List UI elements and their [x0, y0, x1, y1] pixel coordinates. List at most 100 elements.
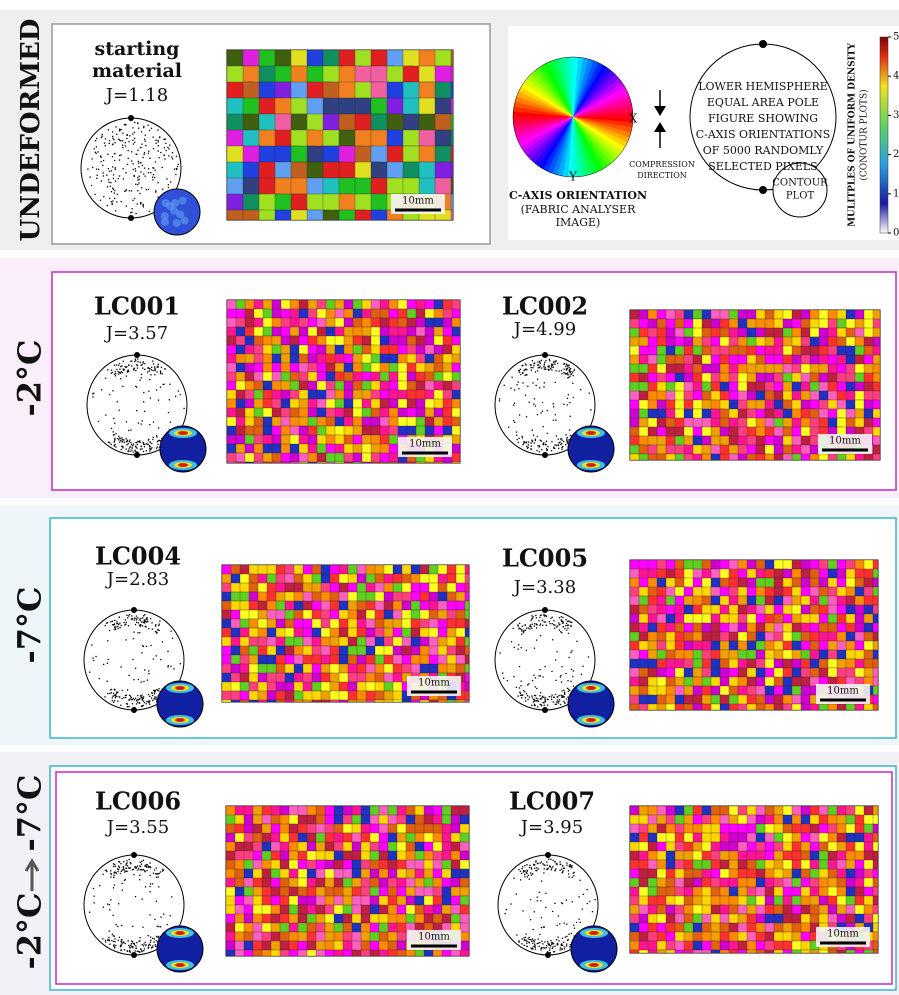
grain	[773, 559, 784, 570]
pole-point	[124, 145, 127, 147]
grain	[638, 453, 649, 461]
pole-point	[565, 943, 568, 945]
pole-point	[137, 694, 139, 697]
pole-point	[149, 941, 152, 943]
pole-point	[160, 366, 163, 369]
pole-point	[537, 862, 539, 864]
pole-point	[116, 193, 119, 196]
pole-point	[161, 373, 163, 375]
pole-point	[142, 697, 144, 700]
pole-point	[522, 382, 524, 384]
pole-point	[542, 624, 544, 626]
grain	[306, 129, 326, 148]
grain	[665, 949, 677, 954]
pole-point	[138, 951, 141, 953]
pole-point	[155, 696, 157, 698]
pole-point	[142, 361, 144, 363]
contour-blob	[586, 718, 596, 722]
pole-point	[140, 617, 142, 620]
pole-point	[527, 441, 530, 443]
pole-point	[528, 941, 530, 943]
pole-point	[158, 688, 160, 690]
grain	[782, 453, 794, 461]
pole-point	[132, 637, 134, 640]
pole-point	[533, 941, 536, 943]
pole-point	[545, 906, 547, 909]
pole-point	[540, 926, 543, 929]
pole-point	[129, 695, 132, 697]
pole-point	[518, 687, 520, 689]
pole-point	[554, 627, 556, 629]
pole-point	[174, 395, 177, 397]
pole-point	[165, 149, 167, 152]
pole-point	[113, 626, 116, 628]
pole-point	[130, 360, 133, 362]
pole-point	[524, 865, 526, 867]
pole-point	[543, 947, 545, 949]
pole-point	[535, 627, 538, 629]
pole-point	[116, 868, 119, 870]
pole-point	[169, 383, 171, 385]
pole-point	[115, 626, 117, 628]
pole-point	[567, 632, 570, 635]
pole-point	[141, 143, 143, 145]
pole-point	[543, 868, 545, 870]
pole-point	[114, 438, 116, 441]
pole-point	[567, 377, 569, 379]
pole-point	[108, 629, 111, 632]
pole-point	[154, 368, 156, 371]
pole-point	[135, 183, 137, 185]
pole-point	[541, 940, 543, 942]
pole-point	[153, 698, 155, 700]
pole-point	[118, 866, 121, 869]
grain	[459, 913, 470, 924]
pole-point	[530, 874, 532, 876]
pole-point	[114, 189, 116, 192]
pole-point	[524, 374, 526, 377]
pole-point	[167, 664, 169, 667]
pole-point	[162, 383, 164, 386]
pole-point	[546, 868, 548, 871]
pole-point	[124, 942, 126, 945]
pole-point	[147, 152, 150, 154]
pole-point	[149, 450, 151, 452]
grain	[827, 949, 838, 954]
pole-point	[119, 437, 122, 440]
pole-point	[114, 947, 116, 949]
pole-point	[524, 624, 526, 627]
pole-point	[125, 867, 128, 869]
pole-point	[141, 698, 143, 700]
pole-point	[138, 441, 140, 443]
pole-point	[156, 632, 158, 634]
pole-point	[523, 440, 525, 443]
pole-point	[136, 699, 138, 701]
pole-point	[527, 684, 529, 686]
pole-point	[100, 180, 102, 182]
pole-point	[157, 196, 159, 198]
pole-point	[533, 362, 535, 365]
pole-point	[551, 947, 554, 950]
grain	[414, 841, 425, 852]
pole-point	[141, 697, 143, 699]
pole-point	[114, 863, 116, 866]
pole-point	[534, 939, 536, 941]
pole-point	[144, 619, 146, 622]
pole-point	[569, 369, 571, 371]
pole-point	[92, 396, 94, 398]
pole-point	[130, 443, 133, 446]
pole-point	[158, 926, 160, 928]
grain	[392, 582, 403, 594]
grain	[311, 591, 323, 602]
pole-point	[98, 677, 100, 680]
pole-point	[159, 371, 162, 373]
pole-point	[129, 135, 131, 137]
pole-point	[111, 202, 113, 204]
pole-point	[549, 949, 551, 951]
pole-point	[100, 161, 102, 163]
pole-point	[581, 908, 583, 910]
pole-point	[568, 369, 570, 372]
pole-point	[122, 942, 124, 944]
pole-point	[531, 940, 533, 942]
pole-point	[541, 705, 543, 707]
pole-point	[551, 670, 553, 673]
